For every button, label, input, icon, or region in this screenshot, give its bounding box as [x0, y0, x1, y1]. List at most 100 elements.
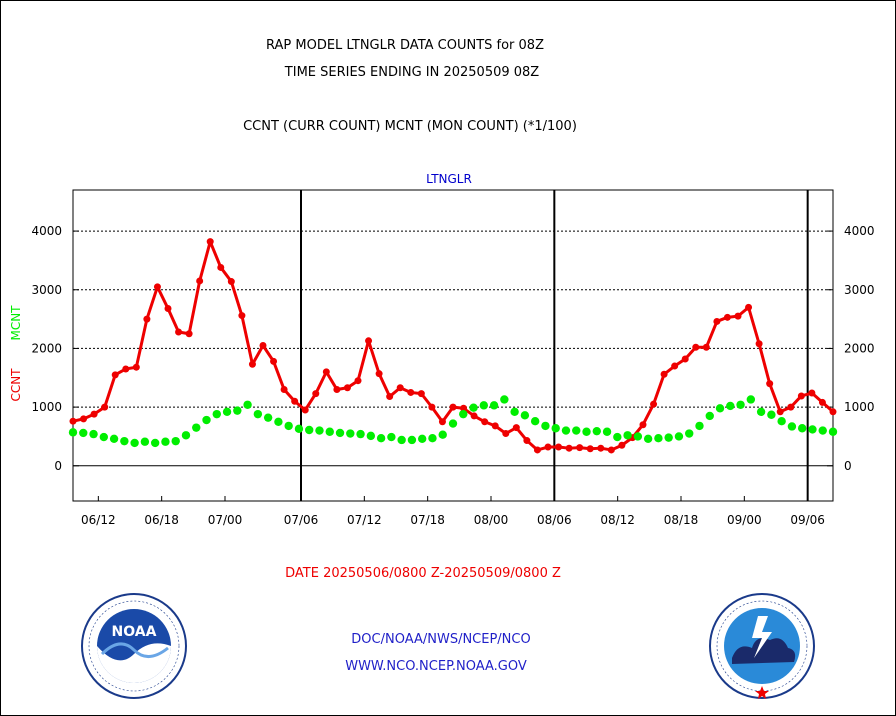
mcnt-point: [192, 423, 201, 432]
mcnt-point: [417, 434, 427, 443]
x-tick-label: 08/18: [664, 513, 699, 527]
mcnt-point: [520, 411, 530, 420]
agency-text: DOC/NOAA/NWS/NCEP/NCO: [351, 632, 531, 647]
mcnt-point: [89, 429, 98, 439]
mcnt-point: [212, 409, 221, 419]
ccnt-point: [512, 424, 520, 432]
mcnt-point: [202, 415, 211, 425]
ccnt-point: [90, 410, 98, 418]
ccnt-point: [734, 312, 742, 320]
mcnt-point: [777, 416, 786, 426]
mcnt-point: [530, 416, 540, 426]
mcnt-point: [130, 438, 139, 448]
ccnt-point: [745, 303, 753, 311]
mcnt-point: [263, 413, 273, 422]
ccnt-point: [650, 400, 658, 408]
x-tick-label: 07/00: [208, 513, 243, 527]
mcnt-point: [140, 437, 150, 446]
ccnt-point: [470, 412, 478, 420]
ccnt-point: [301, 406, 309, 414]
ccnt-point: [428, 403, 436, 411]
mcnt-point: [397, 435, 406, 445]
mcnt-point: [582, 427, 591, 436]
ccnt-point: [797, 392, 805, 400]
mcnt-point: [828, 427, 838, 436]
ccnt-point: [407, 388, 415, 396]
mcnt-point: [305, 425, 314, 435]
ccnt-point: [660, 370, 668, 378]
mcnt-point: [253, 409, 263, 419]
x-tick-label: 08/00: [474, 513, 509, 527]
ccnt-point: [206, 238, 214, 246]
x-tick-label: 07/18: [410, 513, 445, 527]
mcnt-point: [695, 421, 704, 431]
mcnt-point: [818, 426, 827, 435]
ccnt-point: [80, 415, 88, 423]
mcnt-point: [623, 431, 632, 440]
mcnt-point: [510, 407, 519, 417]
ccnt-point: [671, 362, 679, 370]
ccnt-point: [766, 380, 774, 388]
mcnt-point: [284, 421, 293, 431]
ccnt-point: [586, 445, 594, 453]
ccnt-point: [238, 312, 246, 320]
ccnt-point: [449, 403, 457, 411]
ccnt-point: [491, 422, 499, 430]
mcnt-point: [613, 432, 622, 442]
chart-title: LTNGLR: [426, 172, 472, 186]
mcnt-point: [376, 434, 386, 443]
ccnt-point: [565, 444, 573, 452]
nws-logo: [709, 593, 815, 699]
mcnt-point: [797, 424, 807, 433]
x-tick-label: 06/18: [144, 513, 179, 527]
website-link[interactable]: WWW.NCO.NCEP.NOAA.GOV: [345, 659, 527, 674]
ccnt-point: [396, 384, 404, 392]
ccnt-point: [259, 342, 267, 349]
mcnt-point: [356, 429, 365, 439]
y-tick-label-left: 0: [54, 459, 62, 473]
ccnt-point: [227, 278, 235, 286]
mcnt-point: [746, 395, 756, 404]
mcnt-point: [448, 419, 458, 428]
mcnt-point: [572, 426, 581, 435]
ccnt-point: [681, 355, 689, 363]
mcnt-point: [469, 403, 478, 412]
x-tick-label: 08/12: [600, 513, 635, 527]
ccnt-point: [438, 418, 446, 426]
ccnt-point: [787, 403, 795, 411]
date-range: DATE 20250506/0800 Z-20250509/0800 Z: [285, 566, 561, 581]
ccnt-point: [597, 444, 605, 452]
ccnt-point: [153, 283, 161, 291]
ccnt-point: [755, 340, 763, 348]
y-tick-label-left: 1000: [31, 400, 62, 414]
mcnt-point: [181, 431, 191, 440]
ccnt-point: [354, 377, 362, 385]
mcnt-point: [428, 434, 437, 443]
mcnt-point: [99, 432, 109, 442]
ccnt-point: [122, 365, 130, 373]
mcnt-point: [68, 428, 78, 437]
ccnt-point: [639, 421, 647, 429]
ccnt-point: [576, 444, 584, 452]
x-tick-label: 07/12: [347, 513, 382, 527]
ccnt-point: [460, 404, 468, 412]
mcnt-point: [315, 426, 324, 435]
ccnt-point: [829, 408, 837, 416]
chart-header-line1: RAP MODEL LTNGLR DATA COUNTS for 08Z: [266, 38, 544, 53]
ccnt-point: [808, 389, 816, 397]
ccnt-point: [291, 397, 299, 405]
ccnt-point: [481, 418, 489, 426]
ccnt-point: [111, 371, 119, 379]
mcnt-point: [787, 422, 797, 431]
ccnt-point: [248, 360, 256, 368]
ccnt-point: [365, 337, 373, 345]
y-tick-label-left: 4000: [31, 224, 62, 238]
ccnt-point: [723, 313, 731, 321]
ccnt-point: [270, 357, 278, 365]
mcnt-point: [243, 400, 252, 409]
mcnt-point: [161, 437, 170, 446]
ccnt-point: [386, 393, 394, 401]
mcnt-point: [664, 433, 673, 442]
ccnt-point: [217, 263, 225, 271]
mcnt-point: [808, 425, 817, 434]
